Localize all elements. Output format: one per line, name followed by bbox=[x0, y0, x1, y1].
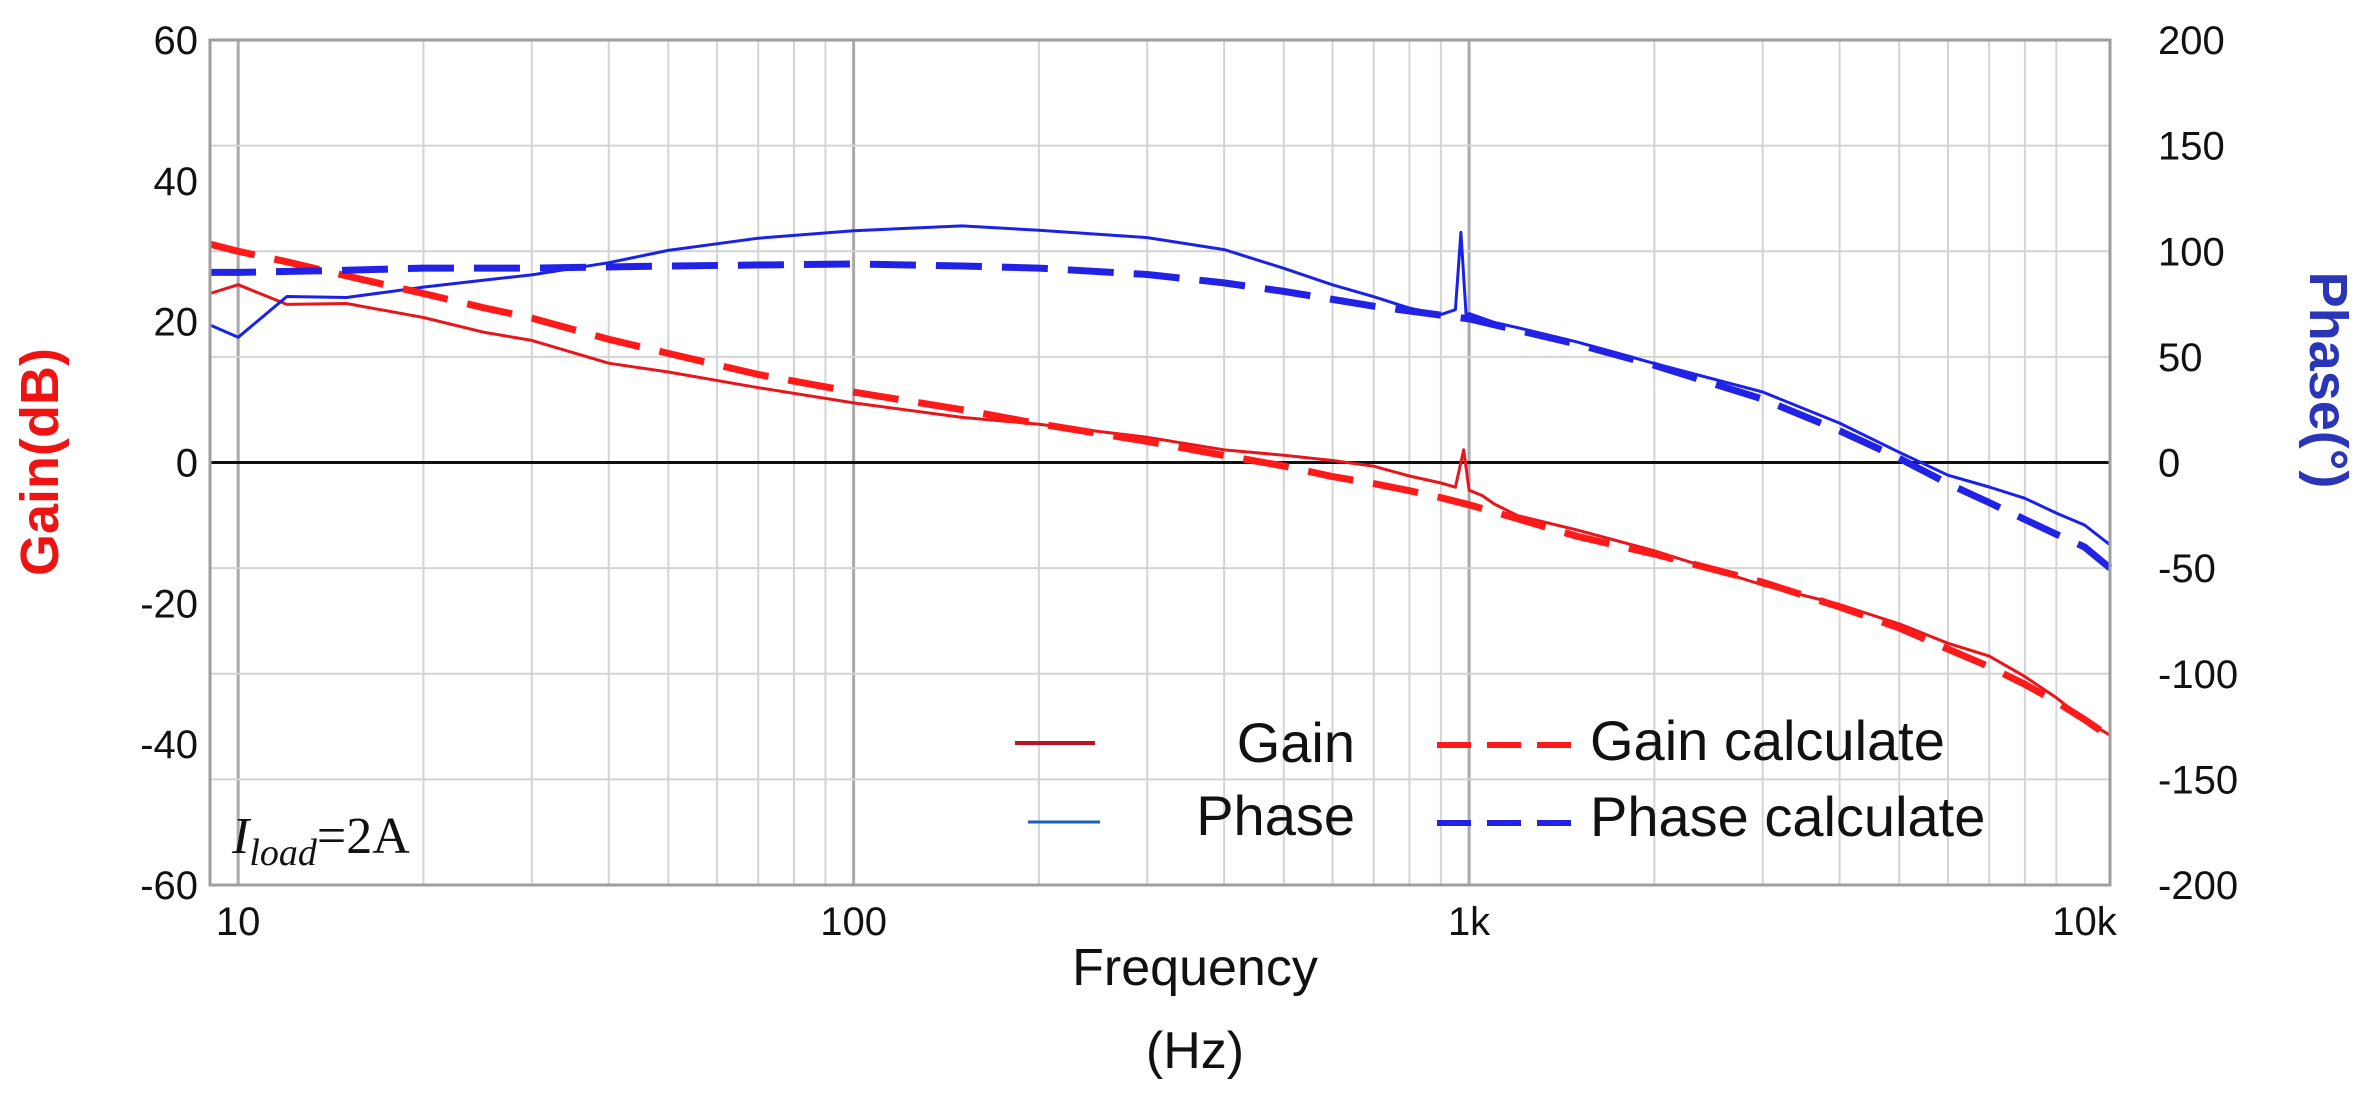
y-left-tick-label: -40 bbox=[140, 723, 198, 767]
y-right-tick-label: 200 bbox=[2158, 19, 2225, 63]
y-left-tick-label: 40 bbox=[154, 160, 199, 204]
annotation-value: =2A bbox=[317, 808, 410, 865]
y-right-tick-label: 150 bbox=[2158, 125, 2225, 169]
y-right-tick-label: -100 bbox=[2158, 653, 2238, 697]
load-annotation: Iload=2A bbox=[231, 808, 410, 874]
y-right-tick-label: 100 bbox=[2158, 230, 2225, 274]
legend-label-gain-calculate: Gain calculate bbox=[1590, 709, 1945, 772]
x-axis-title-line1: Frequency bbox=[1072, 939, 1318, 997]
series-phase-calculate bbox=[210, 260, 2113, 571]
y-left-tick-label: 60 bbox=[154, 19, 199, 63]
legend: Gain Phase Gain calculate Phase calculat… bbox=[1015, 709, 1985, 848]
legend-label-phase: Phase bbox=[1196, 784, 1355, 847]
series-gain bbox=[209, 283, 2111, 737]
series-group bbox=[209, 224, 2113, 740]
y-left-tick-label: -20 bbox=[140, 582, 198, 626]
tick-labels: 10 100 1k 10k6040200-20-40-60200150100500-5… bbox=[140, 19, 2238, 944]
plot-frame bbox=[208, 38, 2112, 887]
y-right-tick-label: -150 bbox=[2158, 758, 2238, 802]
annotation-symbol: I bbox=[231, 808, 252, 865]
y-left-axis-title: Gain(dB) bbox=[10, 348, 70, 576]
annotation-subscript: load bbox=[249, 832, 318, 874]
y-right-tick-label: -200 bbox=[2158, 864, 2238, 908]
y-right-axis-title: Phase(°) bbox=[2298, 272, 2358, 489]
legend-label-gain: Gain bbox=[1237, 711, 1355, 774]
x-tick-label: 10 bbox=[216, 900, 261, 944]
y-right-tick-label: 50 bbox=[2158, 336, 2203, 380]
y-left-tick-label: 20 bbox=[154, 301, 199, 345]
y-right-tick-label: 0 bbox=[2158, 442, 2180, 486]
y-right-tick-label: -50 bbox=[2158, 547, 2216, 591]
legend-label-phase-calculate: Phase calculate bbox=[1590, 785, 1985, 848]
x-tick-label: 1k bbox=[1448, 900, 1491, 944]
series-gain-calculate bbox=[209, 240, 2112, 740]
x-tick-label: 10k bbox=[2052, 900, 2117, 944]
x-tick-label: 100 bbox=[820, 900, 887, 944]
y-left-tick-label: -60 bbox=[140, 864, 198, 908]
x-axis-title-line2: (Hz) bbox=[1146, 1022, 1244, 1080]
y-left-tick-label: 0 bbox=[176, 442, 198, 486]
